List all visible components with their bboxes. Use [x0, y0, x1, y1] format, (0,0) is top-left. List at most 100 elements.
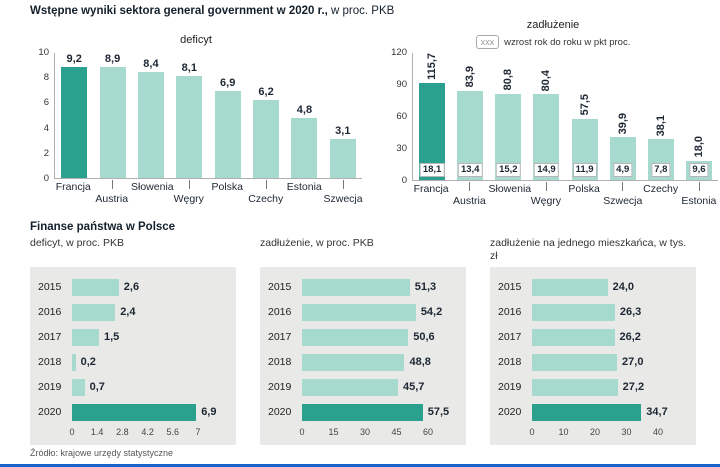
legend-sample-box: xxx — [475, 35, 500, 49]
chart-row: 2018 27,0 — [498, 352, 688, 372]
x-tick-label: 5.6 — [166, 427, 180, 437]
chart-row: 2019 45,7 — [268, 377, 458, 397]
y-tick-label: 0 — [401, 175, 407, 186]
bar-track: 27,2 — [532, 377, 688, 397]
category-tick — [469, 182, 471, 191]
page-title: Wstępne wyniki sektora general governmen… — [0, 0, 720, 17]
poland-charts-row: deficyt, w proc. PKB 2015 2,6 2016 2,4 2017 1… — [30, 237, 720, 445]
x-tick-label: 45 — [391, 427, 402, 437]
chart-row: 2020 6,9 — [38, 402, 228, 422]
category-label: Węgry — [530, 195, 562, 207]
category-slot: Austria — [450, 181, 488, 211]
bar-column: 18,0 9,6 — [680, 53, 718, 180]
bar-value-label: 6,9 — [220, 77, 236, 90]
bar-column: 83,9 13,4 — [451, 53, 489, 180]
bar-track: 57,5 — [302, 402, 458, 422]
chart-row: 2016 54,2 — [268, 302, 458, 322]
bar — [532, 403, 642, 421]
year-label: 2017 — [268, 331, 292, 343]
growth-value-box: 9,6 — [689, 163, 709, 177]
bar-track: 27,0 — [532, 352, 688, 372]
bar — [302, 403, 423, 421]
category-tick — [342, 180, 344, 189]
y-axis: 0 30 60 90 120 — [388, 47, 412, 186]
bar — [291, 117, 318, 178]
category-slot: Szwecja — [324, 179, 363, 209]
bar-value-label: 18,0 — [692, 136, 705, 158]
bar-value-label: 51,3 — [414, 281, 437, 293]
bar-track: 2,6 — [72, 277, 228, 297]
bar — [72, 403, 197, 421]
y-axis: 0 2 4 6 8 10 — [30, 47, 54, 184]
bar-value-label: 26,3 — [619, 306, 642, 318]
category-tick — [622, 182, 624, 191]
bar-value-label: 27,2 — [622, 381, 645, 393]
chart-row: 2016 2,4 — [38, 302, 228, 322]
x-tick-label: 0 — [299, 427, 305, 437]
category-label: Estonia — [286, 181, 322, 193]
x-tick-label: 7 — [195, 427, 201, 437]
growth-value-box: 13,4 — [457, 163, 483, 177]
year-label: 2020 — [268, 406, 292, 418]
bar-value-label: 0,7 — [89, 381, 105, 393]
bar-value-label: 0,2 — [80, 356, 96, 368]
y-tick-label: 8 — [43, 72, 49, 84]
category-label: Czechy — [248, 193, 284, 205]
chart-row: 2020 34,7 — [498, 402, 688, 422]
category-slot: Czechy — [247, 179, 286, 209]
category-slot: Czechy — [642, 181, 680, 211]
category-slot: Słowenia — [131, 179, 174, 209]
year-label: 2019 — [268, 381, 292, 393]
bar — [532, 353, 618, 371]
category-label: Węgry — [173, 193, 204, 205]
bar-track: 1,5 — [72, 327, 228, 347]
bar-track: 24,0 — [532, 277, 688, 297]
category-label: Austria — [453, 195, 486, 207]
bar-track: 0,2 — [72, 352, 228, 372]
bars-area: 115,7 18,1 83,9 13,4 80,8 15,2 80,4 14,9 57,5 11,… — [412, 53, 718, 181]
poland-debt-plot: 2015 51,3 2016 54,2 2017 50,6 2018 48,8 2019 45,7… — [260, 267, 466, 445]
x-tick-label: 0 — [69, 427, 75, 437]
bar-track: 2,4 — [72, 302, 228, 322]
category-slot: Szwecja — [603, 181, 642, 211]
x-tick-label: 30 — [359, 427, 371, 437]
chart-row: 2015 2,6 — [38, 277, 228, 297]
bar-column: 8,9 — [93, 53, 131, 178]
bar-value-label: 115,7 — [426, 53, 439, 80]
category-label: Czechy — [643, 183, 679, 195]
y-tick-label: 6 — [43, 97, 49, 109]
plot-area: 0 2 4 6 8 10 9,2 8,9 8,4 8,1 6,9 6,2 4,8 3,1 — [30, 47, 362, 184]
x-tick-label: 10 — [558, 427, 569, 437]
bar-value-label: 8,9 — [104, 53, 121, 65]
poland-deficit-chart: deficyt, w proc. PKB 2015 2,6 2016 2,4 2017 1… — [30, 237, 236, 445]
legend-label: wzrost rok do roku w pkt proc. — [504, 36, 631, 48]
deficit-chart-title: deficyt — [180, 34, 212, 46]
deficit-chart-plot: 0 2 4 6 8 10 9,2 8,9 8,4 8,1 6,9 6,2 4,8 3,1 Francja Au… — [30, 47, 363, 209]
year-label: 2016 — [498, 306, 522, 318]
debt-by-country-chart: zadłużenie xxx wzrost rok do roku w pkt … — [388, 19, 718, 211]
bar-track: 26,3 — [532, 302, 688, 322]
bar — [302, 328, 409, 346]
category-tick — [188, 180, 190, 189]
category-slot: Polska — [208, 179, 247, 209]
bar-track: 6,9 — [72, 402, 228, 422]
bar-value-label: 48,8 — [409, 356, 431, 368]
category-slot: Słowenia — [489, 181, 532, 211]
year-label: 2015 — [268, 281, 292, 293]
category-label: Francja — [55, 181, 91, 193]
x-axis: 0 10 20 30 40 — [529, 427, 688, 439]
growth-value-box: 14,9 — [534, 163, 559, 177]
bar-column: 6,9 — [209, 53, 247, 178]
plot-area: 0 30 60 90 120 115,7 18,1 83,9 13,4 80,8 15,2 80,4 1… — [388, 47, 718, 186]
x-axis: 0 1.4 2.8 4.2 5.6 7 — [69, 427, 228, 439]
deficit-by-country-chart: deficyt 0 2 4 6 8 10 9,2 8,9 8,4 8,1 6,9 6,2 4,8 3,1 F… — [30, 19, 362, 211]
bar-column: 4,8 — [285, 53, 323, 178]
growth-value-box: 7,8 — [651, 163, 671, 177]
y-tick-label: 2 — [43, 147, 49, 159]
poland-debt-per-capita-chart: zadłużenie na jednego mieszkańca, w tys.… — [490, 237, 696, 445]
section-title: Finanse państwa w Polsce — [30, 221, 176, 233]
growth-value-box: 4,9 — [613, 163, 633, 177]
chart-row: 2018 0,2 — [38, 352, 228, 372]
bar-value-label: 50,6 — [413, 331, 435, 343]
